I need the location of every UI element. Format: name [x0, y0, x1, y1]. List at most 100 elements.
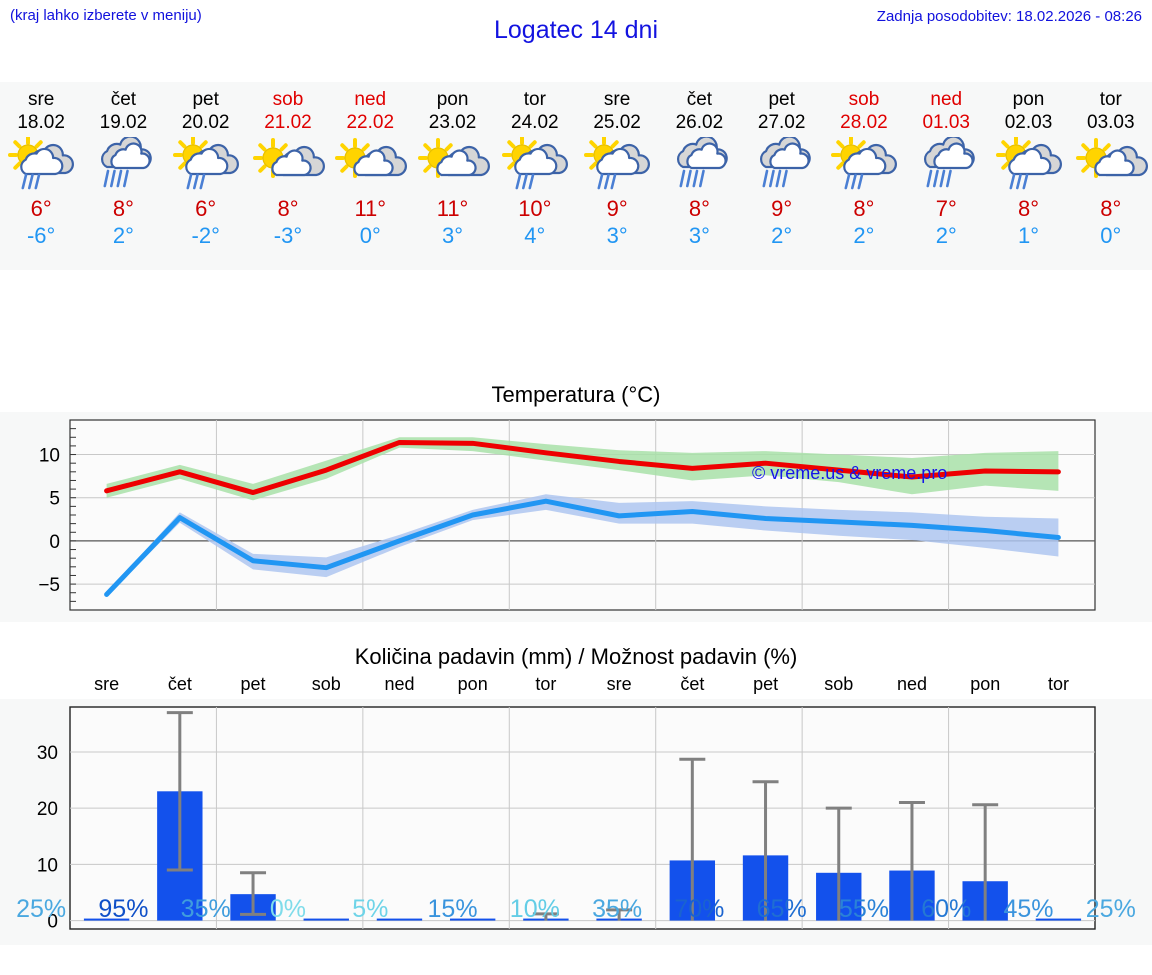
max-temperature-value: 9°: [771, 196, 793, 221]
last-updated-text: Zadnja posodobitev: 18.02.2026 - 08:26: [876, 8, 1142, 25]
max-temperature-value: 11°: [436, 196, 469, 221]
temperature-y-tick-label: 10: [39, 446, 60, 467]
daily-forecast-strip: sre 18.02 6° -6° čet 19.02 8° 2° pet 20.02 6° -2° so…: [0, 82, 1152, 270]
temperature-series-line: [104, 498, 1061, 597]
precipitation-y-tick-label: 10: [37, 855, 58, 876]
temperature-series-line: [104, 439, 1061, 496]
precipitation-error-bar: [606, 908, 633, 921]
forecast-day-column[interactable]: pon 23.02 11° 3°: [411, 82, 493, 270]
weather-icon-wrapper: [578, 137, 656, 193]
precipitation-probability-value: 0%: [269, 895, 307, 923]
forecast-day-column[interactable]: tor 03.03 8° 0°: [1070, 82, 1152, 270]
precipitation-bar-chart: 0 10 20 30: [37, 706, 1096, 933]
day-date-label: 26.02: [675, 112, 724, 133]
day-date-label: 22.02: [346, 112, 395, 133]
max-temperature-value: 8°: [1017, 196, 1040, 221]
day-of-week-label: ned: [930, 89, 963, 110]
precipitation-error-bar: [898, 801, 925, 921]
max-temperature-value: 7°: [935, 196, 957, 221]
precipitation-bar: [376, 918, 423, 921]
forecast-day-column[interactable]: sob 28.02 8° 2°: [823, 82, 905, 270]
max-temperature-value: 6°: [195, 196, 217, 221]
day-date-label: 20.02: [181, 112, 230, 133]
precipitation-probability-value: 5%: [352, 895, 389, 923]
precipitation-bar: [1035, 918, 1082, 921]
day-of-week-label: čet: [686, 89, 713, 110]
cloud-rain-icon: [759, 137, 811, 188]
precipitation-day-label: sre: [606, 674, 632, 694]
day-of-week-label: ned: [354, 89, 387, 110]
max-temperature-value: 11°: [354, 196, 387, 221]
precipitation-error-bar: [532, 912, 559, 921]
day-date-label: 19.02: [99, 112, 148, 133]
sun-cloud-icon: [417, 138, 490, 178]
min-temperature-value: 2°: [935, 223, 957, 248]
precipitation-y-tick-label: 0: [47, 912, 58, 933]
forecast-day-column[interactable]: čet 26.02 8° 3°: [658, 82, 740, 270]
max-temperature-value: 10°: [518, 196, 552, 221]
forecast-day-column[interactable]: tor 24.02 10° 4°: [494, 82, 576, 270]
forecast-day-column[interactable]: pet 27.02 9° 2°: [741, 82, 823, 270]
weather-icon-wrapper: [990, 137, 1068, 193]
sun-cloud-icon: [1075, 138, 1148, 178]
forecast-day-column[interactable]: sre 18.02 6° -6°: [0, 82, 82, 270]
forecast-day-column[interactable]: ned 01.03 7° 2°: [905, 82, 987, 270]
weather-icon-wrapper: [1072, 137, 1150, 193]
min-temperature-value: -6°: [26, 223, 56, 248]
min-temperature-value: 1°: [1017, 223, 1040, 248]
precipitation-probability-value: 10%: [509, 895, 560, 923]
weather-icon-wrapper: [167, 137, 245, 193]
precipitation-day-label: ned: [896, 674, 928, 694]
precipitation-chart-title: Količina padavin (mm) / Možnost padavin …: [354, 644, 798, 669]
day-of-week-label: sre: [603, 89, 631, 110]
precipitation-probability-value: 35%: [592, 895, 643, 923]
day-date-label: 24.02: [511, 112, 559, 133]
min-temperature-value: -3°: [273, 223, 303, 248]
sun-cloud-rain-icon: [501, 137, 568, 190]
max-temperature-value: 9°: [606, 196, 628, 221]
forecast-day-column[interactable]: sre 25.02 9° 3°: [576, 82, 658, 270]
day-date-label: 28.02: [840, 112, 888, 133]
min-temperature-value: -2°: [191, 223, 220, 248]
precipitation-probability-value: 15%: [427, 895, 478, 923]
min-temperature-value: 4°: [524, 223, 546, 248]
precipitation-probability-value: 95%: [98, 895, 149, 923]
day-date-label: 02.03: [1004, 112, 1053, 133]
day-date-label: 18.02: [17, 112, 65, 133]
forecast-day-column[interactable]: ned 22.02 11° 0°: [329, 82, 411, 270]
max-temperature-value: 8°: [688, 196, 710, 221]
weather-icon-wrapper: [249, 137, 327, 193]
temperature-uncertainty-band: [106, 437, 1059, 501]
min-temperature-value: 0°: [359, 223, 381, 248]
forecast-day-column[interactable]: pet 20.02 6° -2°: [165, 82, 247, 270]
day-of-week-label: tor: [523, 89, 546, 110]
day-date-label: 21.02: [264, 112, 312, 133]
precipitation-day-label: pon: [457, 674, 488, 694]
day-date-label: 23.02: [428, 112, 477, 133]
day-of-week-label: sob: [272, 89, 304, 110]
precipitation-day-label: ned: [384, 674, 415, 694]
weather-icon-wrapper: [84, 137, 162, 193]
temperature-chart-section: Temperatura (°C) −5 0 5 10: [0, 382, 1152, 622]
temperature-y-tick-label: −5: [38, 575, 60, 596]
weather-icon-wrapper: [907, 137, 985, 193]
precipitation-error-bar: [166, 711, 193, 872]
precipitation-bar: [449, 918, 496, 921]
min-temperature-value: 0°: [1100, 223, 1122, 248]
forecast-day-column[interactable]: pon 02.03 8° 1°: [987, 82, 1069, 270]
cloud-rain-icon: [924, 137, 975, 188]
precipitation-probability-row: 25% 95% 35% 0% 5% 15% 10% 35% 70% 65% 55% 60% 45% 25%: [0, 895, 1152, 924]
forecast-day-column[interactable]: čet 19.02 8° 2°: [82, 82, 164, 270]
page-title: Logatec 14 dni: [493, 16, 659, 44]
sun-cloud-rain-icon: [995, 137, 1062, 190]
forecast-day-column[interactable]: sob 21.02 8° -3°: [247, 82, 329, 270]
precipitation-day-label: tor: [535, 674, 557, 694]
day-of-week-label: pon: [1012, 89, 1045, 110]
precipitation-probability-value: 35%: [180, 895, 231, 923]
precipitation-day-labels: sre čet pet sob ned pon tor sre čet pet sob ned pon t…: [70, 674, 1095, 695]
precipitation-error-bar: [679, 757, 706, 921]
sun-cloud-rain-icon: [584, 137, 651, 190]
precipitation-probability-value: 25%: [16, 895, 67, 923]
cloud-rain-icon: [677, 137, 729, 188]
min-temperature-value: 2°: [853, 223, 875, 248]
